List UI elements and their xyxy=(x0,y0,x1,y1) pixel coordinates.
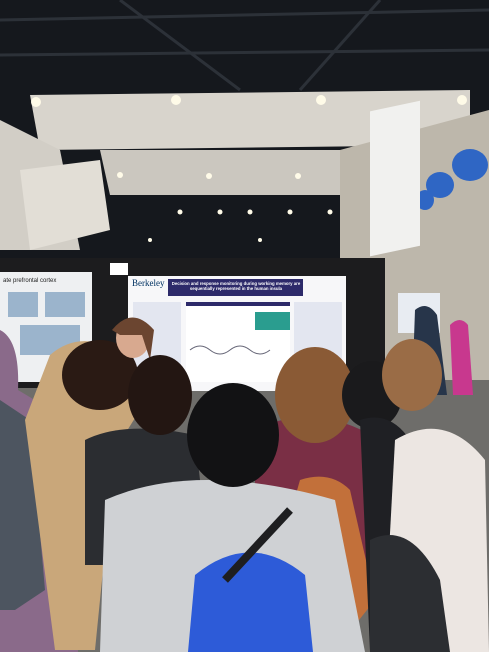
jacket xyxy=(370,535,450,652)
hair xyxy=(128,355,192,435)
poster-title-box: Decision and response monitoring during … xyxy=(171,281,301,291)
hair xyxy=(62,340,138,410)
ceiling-lights xyxy=(31,95,467,242)
backpack xyxy=(0,400,45,610)
person-patterned xyxy=(25,341,140,650)
pillar xyxy=(20,160,110,250)
hair xyxy=(187,383,279,487)
poster-institution: Berkeley xyxy=(132,278,165,288)
backpack-strap xyxy=(222,507,293,583)
poster-title: Decision and response monitoring during … xyxy=(171,281,301,291)
poster-title-bar xyxy=(168,279,303,296)
presenter-hair xyxy=(112,317,154,360)
hanging-sign xyxy=(370,100,420,257)
ceiling-beam xyxy=(100,150,360,195)
ceiling-beam xyxy=(30,90,470,150)
hair xyxy=(275,347,355,443)
backpack-blue xyxy=(188,552,313,652)
wall-vents xyxy=(416,149,488,210)
hair xyxy=(382,339,442,411)
left-poster-title: ate prefrontal cortex xyxy=(3,278,56,284)
board-number xyxy=(110,263,128,275)
person-distant xyxy=(450,320,473,395)
ceiling-trusses xyxy=(0,0,489,92)
